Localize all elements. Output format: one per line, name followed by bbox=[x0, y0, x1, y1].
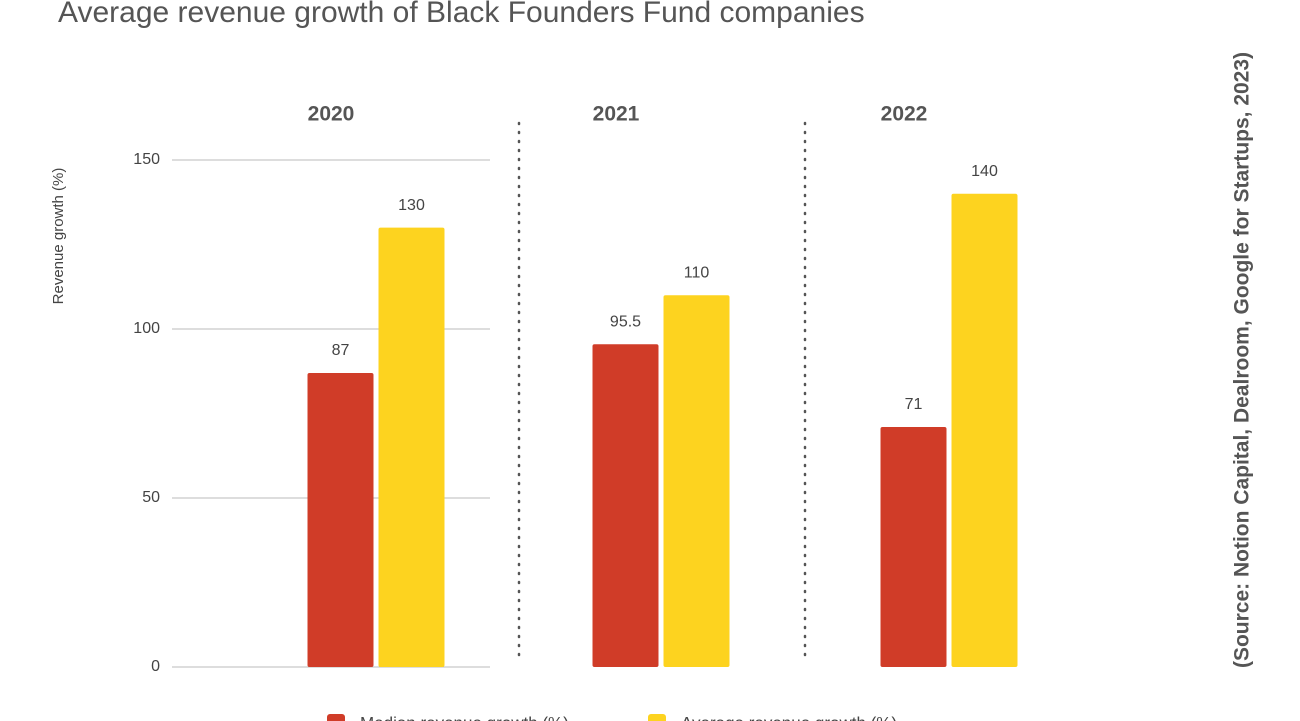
legend-swatch bbox=[327, 714, 345, 721]
value-label: 110 bbox=[684, 264, 710, 281]
legend-swatch bbox=[648, 714, 666, 721]
bar bbox=[378, 227, 445, 667]
category-label: 2022 bbox=[881, 103, 928, 126]
value-label: 130 bbox=[398, 197, 425, 214]
bar bbox=[663, 295, 730, 667]
y-tick-label: 50 bbox=[142, 489, 160, 506]
category-label: 2021 bbox=[593, 103, 640, 126]
value-label: 71 bbox=[905, 396, 923, 413]
legend-label: Median revenue growth (%) bbox=[360, 713, 569, 721]
y-tick-label: 150 bbox=[133, 151, 160, 168]
bar bbox=[307, 372, 374, 667]
bar bbox=[592, 344, 659, 667]
y-tick-label: 100 bbox=[133, 320, 160, 337]
value-label: 87 bbox=[332, 342, 350, 359]
chart-title: Average revenue growth of Black Founders… bbox=[58, 0, 865, 29]
category-label: 2020 bbox=[308, 103, 355, 126]
value-label: 140 bbox=[971, 163, 998, 180]
y-tick-label: 0 bbox=[151, 658, 160, 675]
value-label: 95.5 bbox=[610, 313, 641, 330]
source-note: (Source: Notion Capital, Dealroom, Googl… bbox=[1231, 52, 1254, 668]
y-axis-label: Revenue growth (%) bbox=[50, 168, 67, 305]
bar bbox=[951, 193, 1018, 668]
bar bbox=[880, 427, 947, 667]
legend-label: Average revenue growth (%) bbox=[681, 713, 897, 721]
